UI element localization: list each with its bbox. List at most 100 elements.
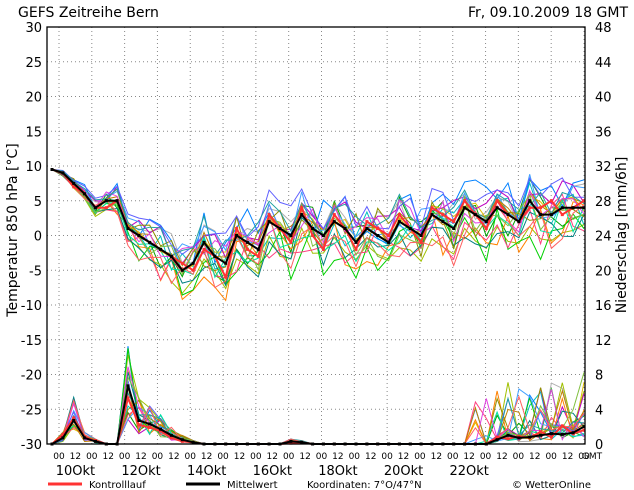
mean-temperature-point xyxy=(126,227,130,230)
control-temperature-point xyxy=(321,247,325,251)
mean-temperature-point xyxy=(430,213,434,217)
legend: Kontrolllauf Mittelwert Koordinaten: 7°O… xyxy=(48,480,591,490)
control-temperature-point xyxy=(202,247,206,251)
x-hour-tick: 00 xyxy=(185,452,197,462)
x-hour-tick: 00 xyxy=(480,452,492,462)
y-left-tick: 25 xyxy=(25,56,42,71)
mean-precipitation-point xyxy=(159,427,163,431)
mean-precipitation-point xyxy=(83,436,87,440)
control-precipitation-point xyxy=(148,426,152,429)
y-right-tick: 8 xyxy=(595,369,603,384)
x-hour-tick: 12 xyxy=(398,452,409,462)
control-precipitation-point xyxy=(495,435,499,439)
y-right-tick: 12 xyxy=(595,334,612,349)
x-hour-tick: 12 xyxy=(299,452,310,462)
mean-temperature-point xyxy=(408,227,412,230)
x-day-label: 10Okt xyxy=(56,464,95,479)
ensemble-member-temperature-line xyxy=(51,169,585,258)
control-precipitation-point xyxy=(126,396,130,400)
y-left-tick: 15 xyxy=(25,125,42,140)
control-precipitation-point xyxy=(289,441,293,445)
mean-temperature-point xyxy=(484,220,488,224)
control-temperature-point xyxy=(397,213,401,217)
y-right-label: Niederschlag [mm/6h] xyxy=(614,157,630,314)
mean-precipitation-point xyxy=(539,433,543,437)
mean-temperature-point xyxy=(191,261,195,265)
mean-precipitation-point xyxy=(137,419,141,422)
control-precipitation-point xyxy=(560,424,564,428)
x-hour-tick: 12 xyxy=(562,452,573,462)
control-temperature-point xyxy=(267,213,271,217)
mean-temperature-point xyxy=(582,206,586,210)
x-day-label: 16Okt xyxy=(253,464,292,479)
mean-temperature-point xyxy=(213,254,217,258)
y-left-tick: -15 xyxy=(21,334,42,349)
y-left-tick: -5 xyxy=(29,264,42,279)
mean-precipitation-point xyxy=(528,435,532,439)
y-right-tick: 20 xyxy=(595,264,612,279)
control-temperature-point xyxy=(256,254,260,258)
x-hour-tick: 00 xyxy=(447,452,459,462)
mean-temperature-point xyxy=(463,206,467,210)
mean-temperature-line xyxy=(51,168,584,272)
x-hour-tick: 12 xyxy=(201,452,212,462)
y-left-tick: 10 xyxy=(25,160,42,175)
control-temperature-point xyxy=(72,185,76,189)
mean-temperature-point xyxy=(397,220,401,224)
control-temperature-point xyxy=(419,240,423,244)
control-temperature-point xyxy=(441,213,445,217)
mean-precipitation-point xyxy=(582,425,586,429)
mean-temperature-point xyxy=(235,234,239,237)
control-precipitation-point xyxy=(72,416,76,420)
control-temperature-point xyxy=(289,240,293,244)
x-hour-tick: 00 xyxy=(578,452,590,462)
legend-mean-label: Mittelwert xyxy=(227,480,278,490)
mean-temperature-point xyxy=(332,220,336,224)
y-right-tick: 28 xyxy=(595,195,612,210)
credit-text: © WetterOnline xyxy=(512,480,591,490)
x-day-label: 12Okt xyxy=(121,464,160,479)
control-temperature-point xyxy=(235,227,239,230)
mean-temperature-point xyxy=(72,181,76,185)
mean-temperature-point xyxy=(517,220,521,224)
mean-temperature-point xyxy=(528,199,532,203)
mean-precipitation-point xyxy=(517,436,521,440)
control-precipitation-point xyxy=(539,430,543,434)
control-temperature-point xyxy=(245,247,249,251)
y-left-tick: -20 xyxy=(21,369,42,384)
control-temperature-point xyxy=(549,199,553,203)
mean-temperature-point xyxy=(495,206,499,210)
control-temperature-point xyxy=(495,199,499,203)
mean-temperature-point xyxy=(159,247,163,251)
mean-precipitation-point xyxy=(61,436,65,440)
x-hour-tick: 00 xyxy=(414,452,426,462)
mean-temperature-point xyxy=(549,213,553,217)
x-hour-tick: 12 xyxy=(332,452,343,462)
y-left-tick: -10 xyxy=(21,299,42,314)
y-right-tick: 40 xyxy=(595,91,612,106)
control-precipitation-point xyxy=(169,436,173,440)
control-temperature-point xyxy=(582,199,586,203)
mean-temperature-point xyxy=(441,220,445,224)
coordinates-text: Koordinaten: 7°O/47°N xyxy=(307,480,422,490)
mean-temperature-point xyxy=(473,213,477,217)
mean-precipitation-point xyxy=(495,438,499,442)
control-temperature-point xyxy=(191,268,195,272)
control-temperature-point xyxy=(528,206,532,210)
y-right-tick: 44 xyxy=(595,56,612,71)
x-hour-tick: 00 xyxy=(316,452,328,462)
control-precipitation-point xyxy=(180,439,184,443)
x-hour-tick: 00 xyxy=(513,452,525,462)
mean-temperature-point xyxy=(506,213,510,217)
mean-precipitation-point xyxy=(148,422,152,426)
mean-temperature-point xyxy=(224,261,228,265)
mean-temperature-point xyxy=(61,171,65,175)
mean-temperature-point xyxy=(104,199,108,203)
x-day-label: 14Okt xyxy=(187,464,226,479)
mean-precipitation-point xyxy=(126,384,130,388)
x-hour-tick: 00 xyxy=(152,452,164,462)
mean-temperature-point xyxy=(245,240,249,244)
mean-temperature-point xyxy=(202,240,206,244)
